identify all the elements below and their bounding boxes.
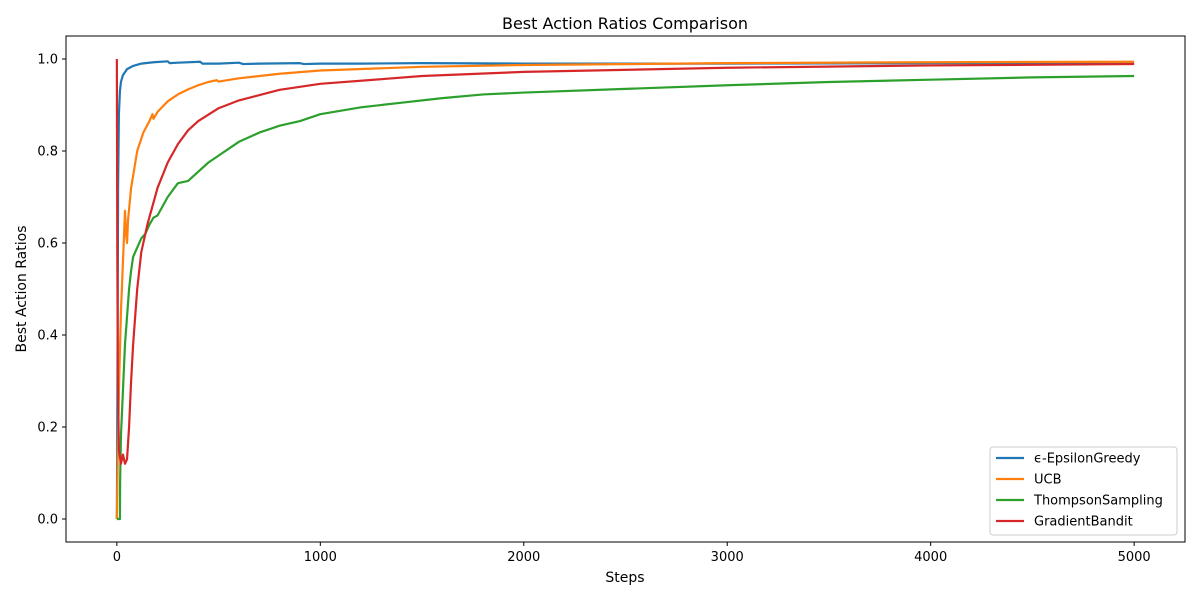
series-line-1 <box>115 60 1135 520</box>
x-tick-label: 3000 <box>711 550 744 565</box>
legend-label: ThompsonSampling <box>1033 494 1163 509</box>
legend-label: UCB <box>1034 473 1062 488</box>
x-tick-label: 4000 <box>914 550 947 565</box>
series-line-3 <box>115 58 1135 465</box>
y-tick-label: 0.8 <box>37 145 58 160</box>
x-axis: 0 1000 2000 3000 4000 5000 <box>113 542 1151 565</box>
chart-title: Best Action Ratios Comparison <box>502 14 748 33</box>
x-tick-label: 2000 <box>507 550 540 565</box>
x-tick-label: 1000 <box>304 550 337 565</box>
plot-frame <box>65 35 1186 543</box>
series-line-2 <box>116 74 1135 521</box>
x-axis-label: Steps <box>605 570 644 586</box>
y-axis: 0.0 0.2 0.4 0.6 0.8 1.0 <box>37 53 66 528</box>
y-tick-label: 0.4 <box>37 329 58 344</box>
plot-area <box>115 58 1135 521</box>
y-tick-label: 0.2 <box>37 421 58 436</box>
legend-label: ϵ-EpsilonGreedy <box>1034 452 1141 467</box>
legend-box <box>989 446 1178 536</box>
legend: ϵ-EpsilonGreedy UCB ThompsonSampling Gradie… <box>989 446 1178 536</box>
x-tick-label: 0 <box>113 550 121 565</box>
y-tick-label: 1.0 <box>37 53 58 68</box>
y-axis-label: Best Action Ratios <box>14 226 30 353</box>
x-tick-label: 5000 <box>1118 550 1151 565</box>
y-tick-label: 0.6 <box>37 237 58 252</box>
y-tick-label: 0.0 <box>37 513 58 528</box>
legend-label: GradientBandit <box>1034 515 1133 530</box>
series-line-0 <box>115 60 1135 520</box>
